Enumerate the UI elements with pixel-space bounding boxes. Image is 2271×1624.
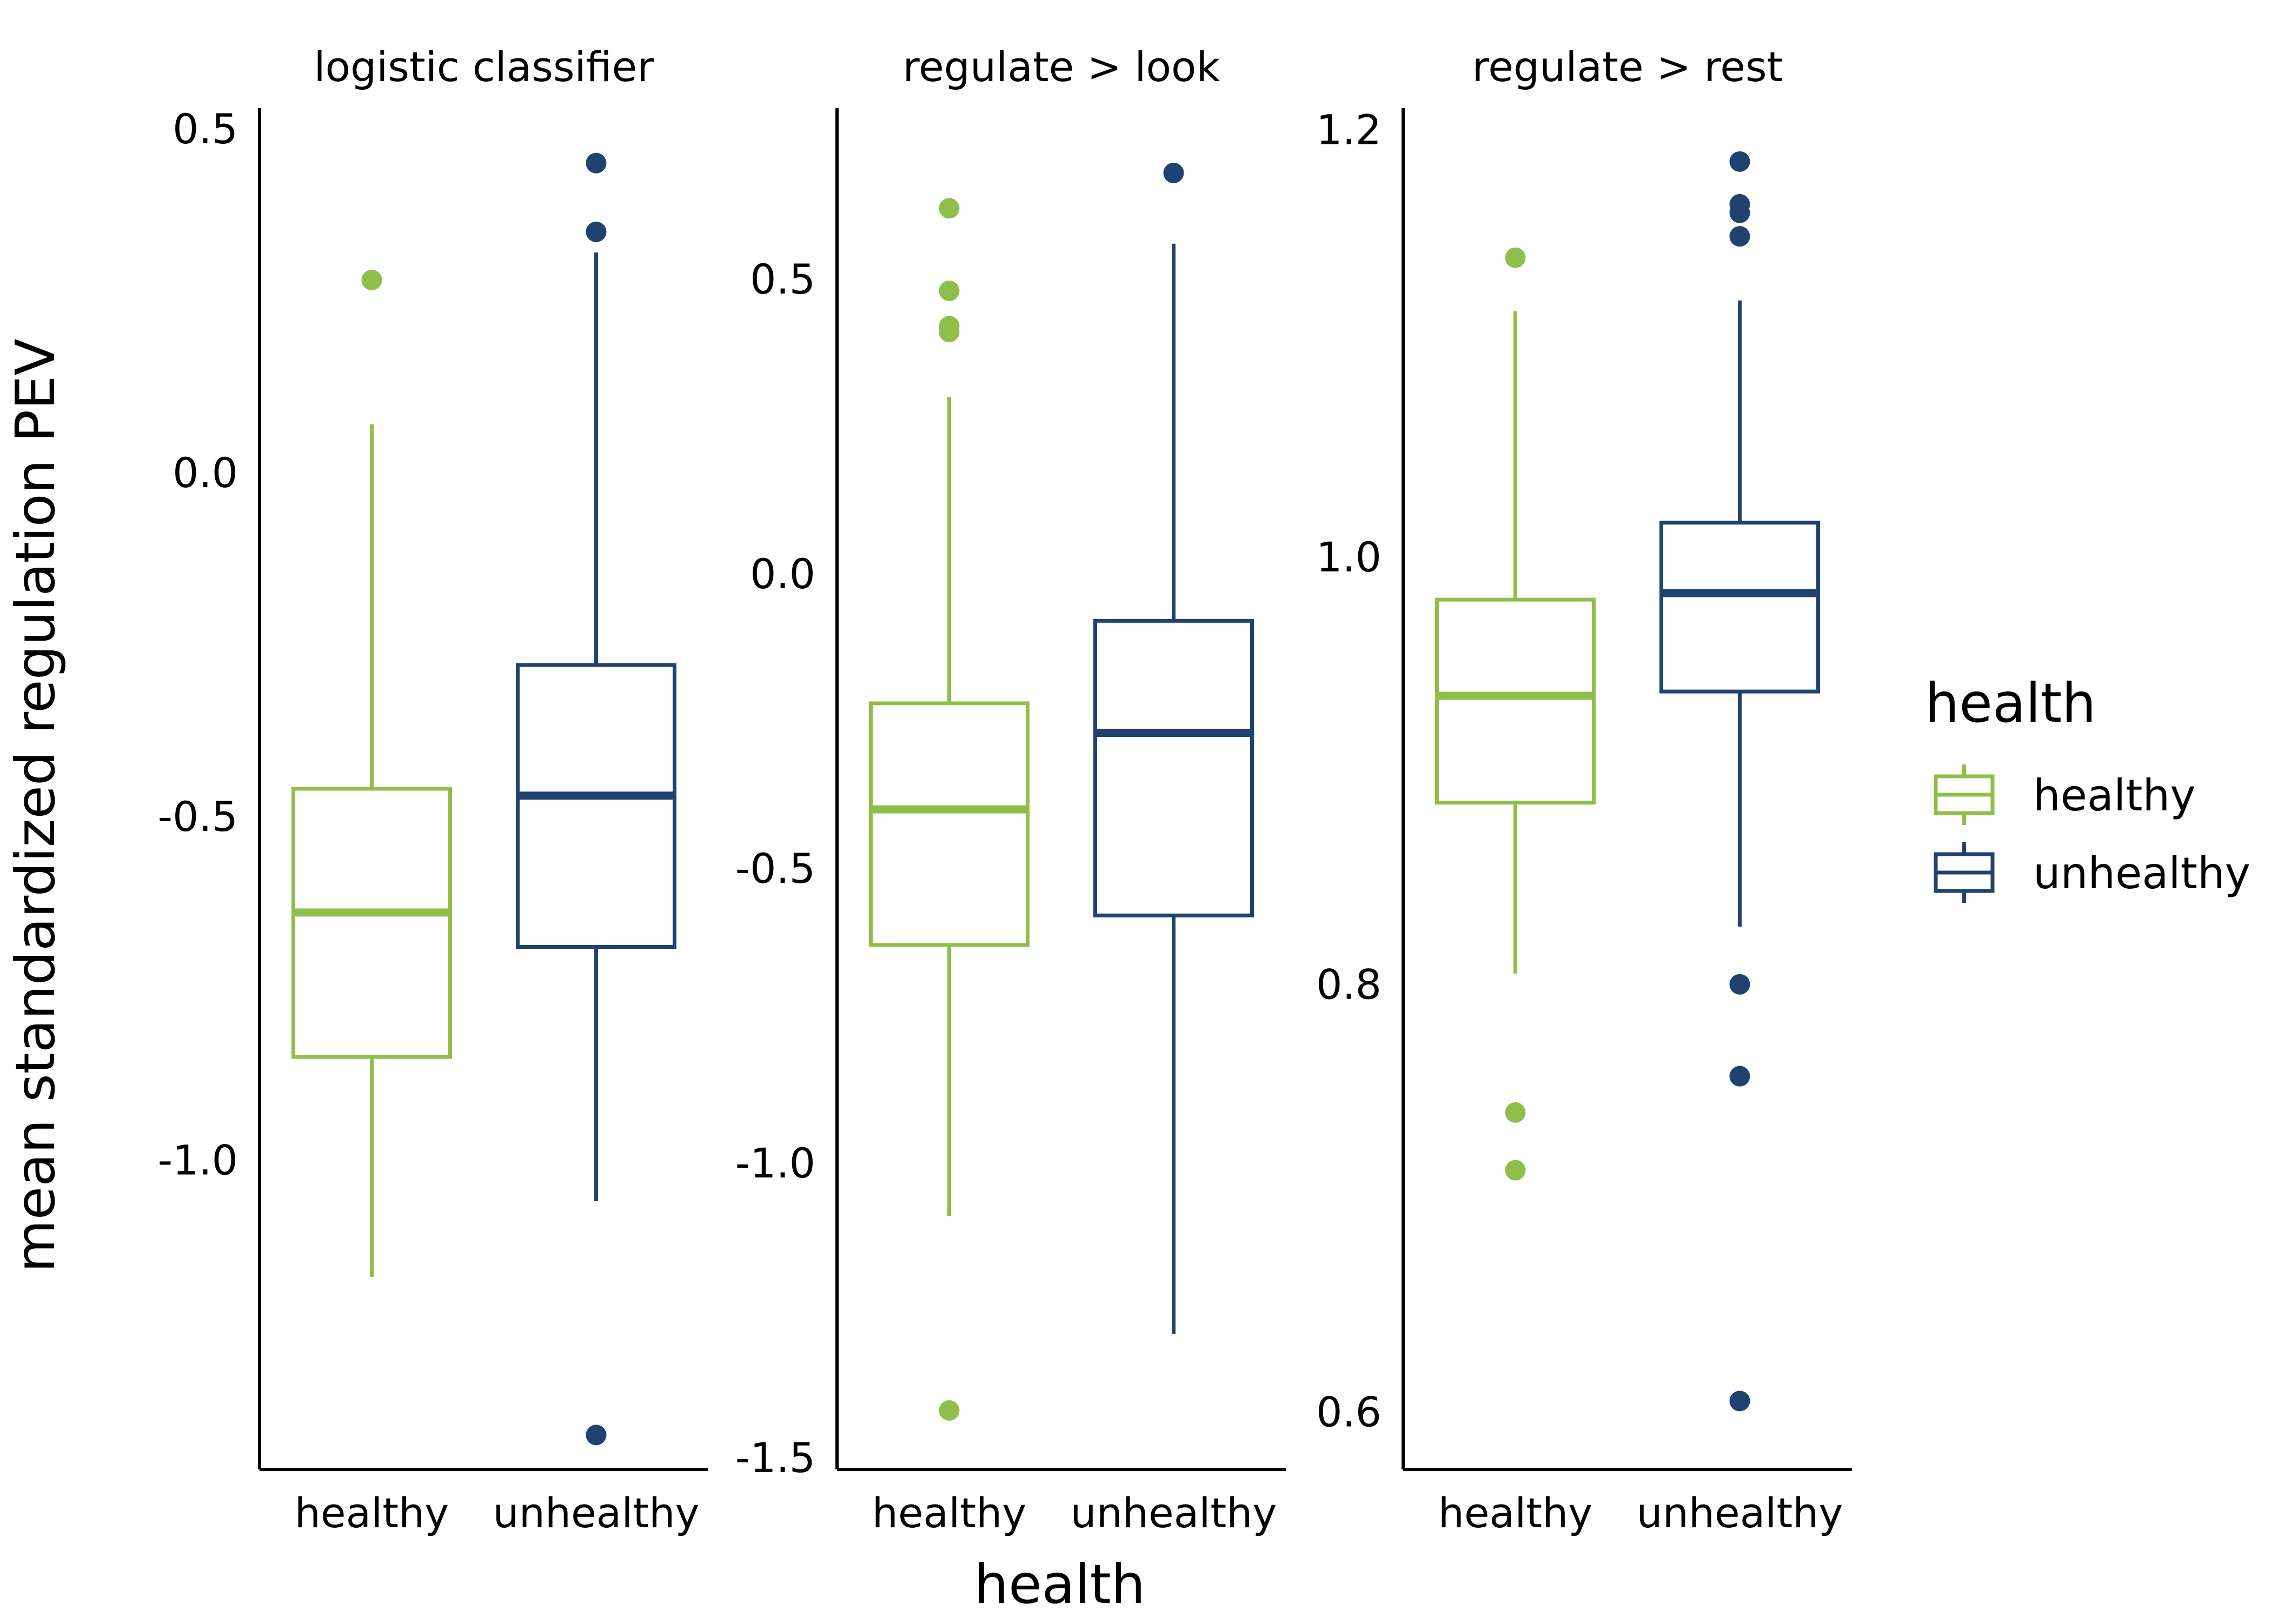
y-tick-label: 0.5	[750, 255, 815, 303]
legend-label: unhealthy	[2033, 848, 2250, 898]
x-tick-label: unhealthy	[1071, 1489, 1277, 1537]
facet-title: logistic classifier	[314, 43, 654, 91]
box-unhealthy	[516, 663, 676, 949]
outlier-point	[1729, 151, 1750, 172]
y-tick-label: -0.5	[735, 844, 815, 893]
facet-title: regulate > look	[902, 43, 1220, 91]
y-tick-label: 0.5	[172, 105, 238, 153]
box-healthy	[869, 701, 1030, 947]
y-tick-label: 0.8	[1316, 961, 1382, 1009]
y-tick-label: 0.6	[1316, 1388, 1382, 1436]
outlier-point	[939, 198, 960, 219]
box-unhealthy	[1659, 521, 1820, 694]
outlier-point	[1163, 162, 1184, 183]
box-healthy	[291, 787, 452, 1059]
outlier-point	[1729, 1390, 1750, 1412]
y-tick-label: -0.5	[158, 793, 238, 841]
box-unhealthy	[1093, 618, 1254, 917]
y-tick-label: 1.2	[1316, 106, 1382, 154]
outlier-point	[939, 1400, 960, 1421]
outlier-point	[1505, 247, 1526, 268]
y-tick-label: 0.0	[750, 550, 815, 598]
facet-title: regulate > rest	[1472, 43, 1783, 91]
outlier-point	[1505, 1102, 1526, 1123]
box-healthy	[1435, 597, 1596, 805]
x-tick-label: healthy	[295, 1489, 449, 1537]
y-tick-label: -1.0	[158, 1136, 238, 1184]
x-tick-label: healthy	[1438, 1489, 1593, 1537]
x-tick-label: healthy	[872, 1489, 1027, 1537]
x-axis-title: health	[974, 1553, 1146, 1616]
outlier-point	[586, 221, 607, 242]
y-tick-label: 1.0	[1316, 533, 1382, 581]
legend-label: healthy	[2033, 770, 2196, 821]
x-tick-label: unhealthy	[1637, 1489, 1843, 1537]
outlier-point	[1729, 974, 1750, 995]
y-tick-label: -1.0	[735, 1139, 815, 1187]
legend-title: health	[1925, 671, 2096, 735]
outlier-point	[361, 269, 382, 290]
outlier-point	[1729, 226, 1750, 247]
y-axis-title: mean standardized regulation PEV	[4, 338, 67, 1273]
outlier-point	[1729, 1066, 1750, 1087]
y-tick-label: -1.5	[735, 1434, 815, 1482]
x-tick-label: unhealthy	[493, 1489, 700, 1537]
outlier-point	[1729, 202, 1750, 223]
outlier-point	[586, 1425, 607, 1446]
y-tick-label: 0.0	[172, 449, 238, 497]
outlier-point	[1505, 1160, 1526, 1181]
outlier-point	[586, 152, 607, 174]
outlier-point	[939, 280, 960, 301]
outlier-point	[939, 322, 960, 343]
